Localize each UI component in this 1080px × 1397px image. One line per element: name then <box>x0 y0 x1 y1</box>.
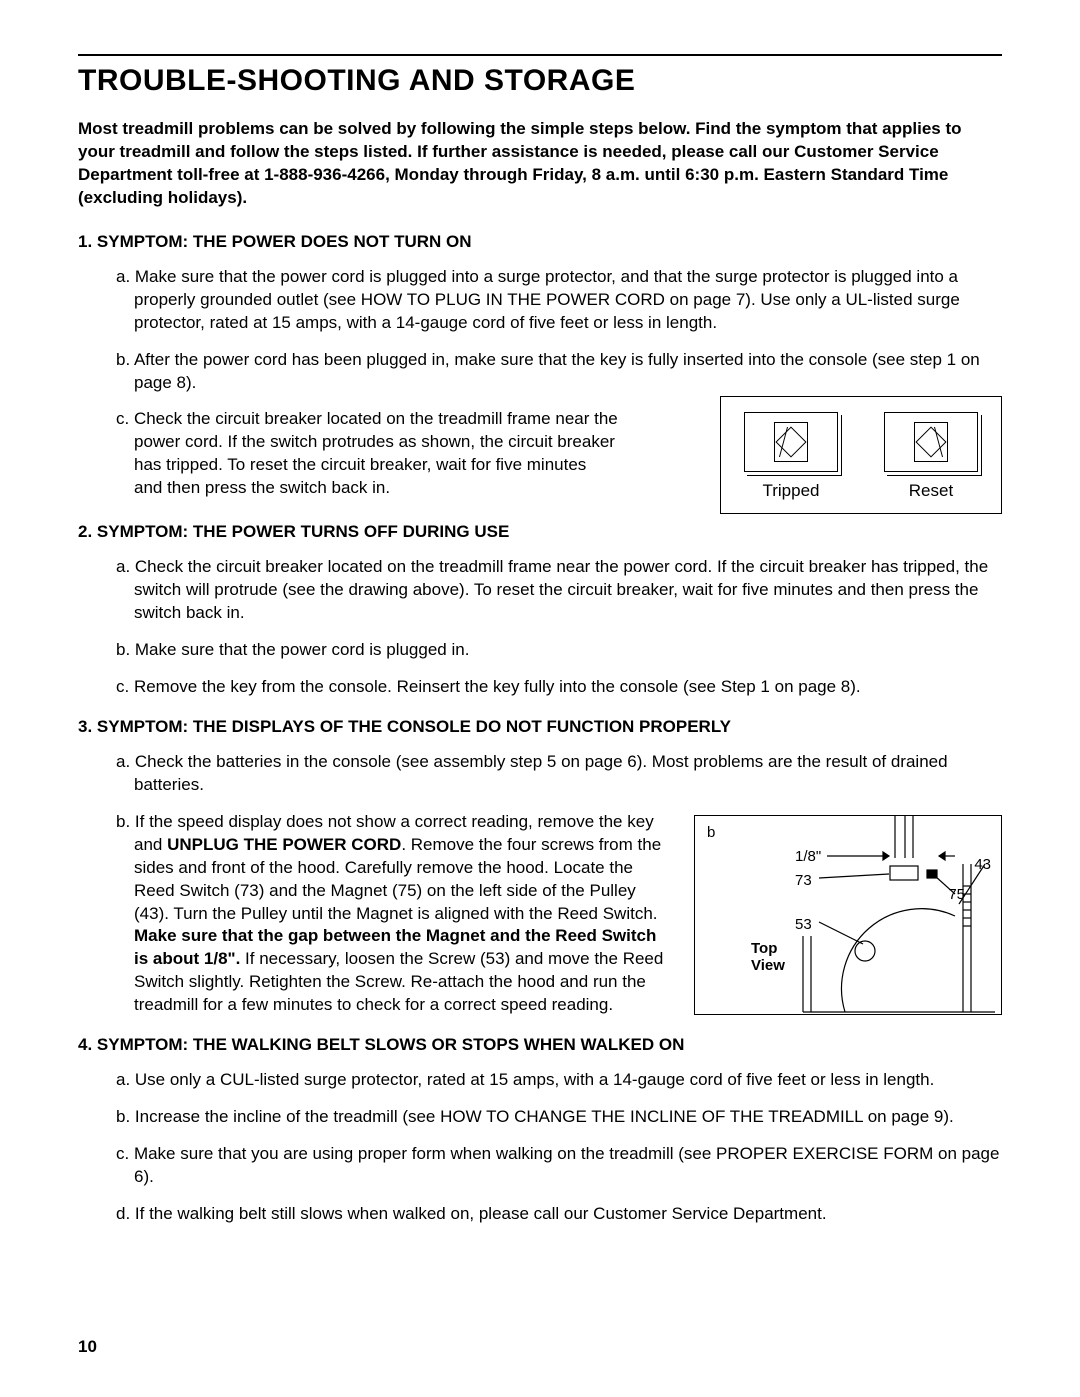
reset-label: Reset <box>861 481 1001 501</box>
symptom-4-item-a: a. Use only a CUL-listed surge protector… <box>78 1069 1002 1092</box>
symptom-3-item-a: a. Check the batteries in the console (s… <box>78 751 1002 797</box>
reed-switch-diagram-icon <box>695 816 1003 1016</box>
reed-switch-figure: b 1/8" 73 53 43 75 Top View <box>694 815 1002 1015</box>
page-title: TROUBLE-SHOOTING AND STORAGE <box>78 64 1002 98</box>
reset-breaker-icon <box>884 412 978 472</box>
tripped-label: Tripped <box>721 481 861 501</box>
fig2-label-gap: 1/8" <box>795 848 821 865</box>
fig2-top: Top <box>751 940 777 957</box>
symptom-1-heading: 1. SYMPTOM: THE POWER DOES NOT TURN ON <box>78 232 1002 252</box>
symptom-1-item-a: a. Make sure that the power cord is plug… <box>78 266 1002 335</box>
fig2-label-43: 43 <box>974 856 991 873</box>
symptom-2-item-b: b. Make sure that the power cord is plug… <box>78 639 1002 662</box>
symptom-4-item-d: d. If the walking belt still slows when … <box>78 1203 1002 1226</box>
fig2-view: View <box>751 957 785 974</box>
symptom-3-heading: 3. SYMPTOM: THE DISPLAYS OF THE CONSOLE … <box>78 717 1002 737</box>
intro-paragraph: Most treadmill problems can be solved by… <box>78 118 1002 210</box>
symptom-4-item-b: b. Increase the incline of the treadmill… <box>78 1106 1002 1129</box>
page-number: 10 <box>78 1337 97 1357</box>
symptom-4-heading: 4. SYMPTOM: THE WALKING BELT SLOWS OR ST… <box>78 1035 1002 1055</box>
fig2-label-53: 53 <box>795 916 812 933</box>
fig2-label-b: b <box>707 824 715 841</box>
symptom-2-item-c: c. Remove the key from the console. Rein… <box>78 676 1002 699</box>
symptom-1-item-b: b. After the power cord has been plugged… <box>78 349 1002 395</box>
fig2-label-73: 73 <box>795 872 812 889</box>
symptom-2-item-a: a. Check the circuit breaker located on … <box>78 556 1002 625</box>
s3b-bold1: UNPLUG THE POWER CORD <box>167 835 401 854</box>
symptom-2-heading: 2. SYMPTOM: THE POWER TURNS OFF DURING U… <box>78 522 1002 542</box>
symptom-1-item-c: c. Check the circuit breaker located on … <box>78 408 618 500</box>
symptom-4-item-c: c. Make sure that you are using proper f… <box>78 1143 1002 1189</box>
horizontal-rule <box>78 54 1002 56</box>
fig2-label-75: 75 <box>948 886 965 903</box>
symptom-3-item-b: b. If the speed display does not show a … <box>78 811 668 1017</box>
fig2-label-topview: Top View <box>751 940 785 974</box>
circuit-breaker-figure: Tripped Reset <box>720 396 1002 514</box>
tripped-breaker-icon <box>744 412 838 472</box>
